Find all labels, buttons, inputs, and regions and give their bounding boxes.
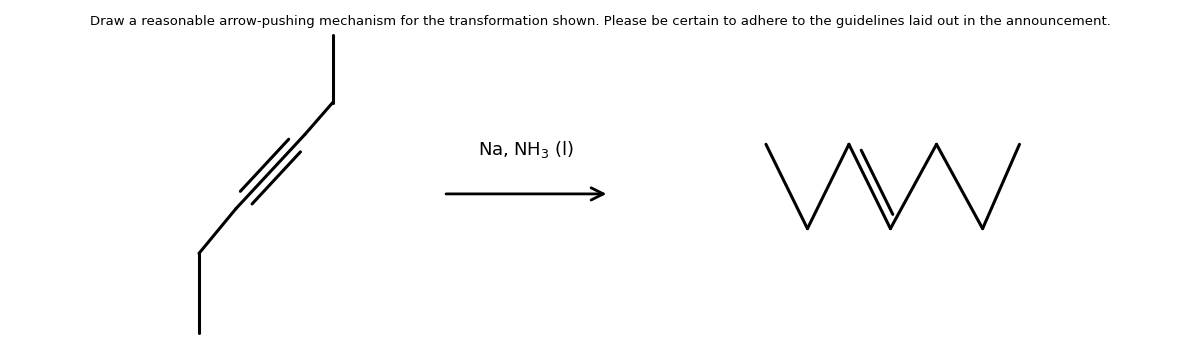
Text: Na, NH$_3$ (l): Na, NH$_3$ (l) <box>478 139 575 160</box>
Text: Draw a reasonable arrow-pushing mechanism for the transformation shown. Please b: Draw a reasonable arrow-pushing mechanis… <box>90 15 1110 28</box>
